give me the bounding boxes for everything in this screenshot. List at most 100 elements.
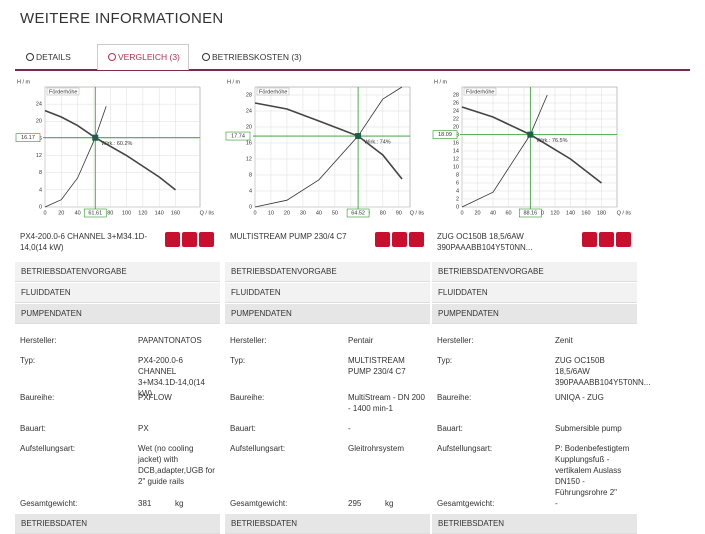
detail-value: - <box>348 424 351 433</box>
op-x-label: 64.52 <box>351 210 365 216</box>
y-tick-label: 2 <box>456 196 459 202</box>
y-tick-label: 10 <box>453 164 459 170</box>
tab-underline <box>15 69 690 71</box>
y-tick-label: 22 <box>453 116 459 122</box>
detail-label: Gesamtgewicht: <box>437 499 495 508</box>
action-icon[interactable] <box>409 232 424 247</box>
detail-value: MultiStream - DN 200 - 1400 min-1 <box>348 393 425 413</box>
detail-value: PX4-200.0-6 CHANNEL 3+M34.1D-14,0(14 kW) <box>138 356 205 398</box>
op-y-box <box>15 133 41 143</box>
detail-value: 295 <box>348 499 362 508</box>
action-icon[interactable] <box>199 232 214 247</box>
tab[interactable]: VERGLEICH (3) <box>108 52 180 62</box>
detail-value: UNIQA - ZUG <box>555 393 604 402</box>
y-tick-label: 26 <box>453 100 459 106</box>
action-icon[interactable] <box>599 232 614 247</box>
x-axis-label: Q / l/s <box>410 210 425 216</box>
x-tick-label: 20 <box>474 210 480 216</box>
chart-title: Förderhöhe <box>466 89 494 95</box>
detail-label: Hersteller: <box>20 336 57 345</box>
section-header[interactable]: BETRIEBSDATENVORGABE <box>15 262 220 282</box>
action-icon[interactable] <box>392 232 407 247</box>
pump-chart: 04812162024020406080100120140160H / mFör… <box>15 79 215 218</box>
tab[interactable]: DETAILS <box>26 52 71 62</box>
detail-label: Bauart: <box>20 424 46 433</box>
y-tick-label: 12 <box>36 153 42 159</box>
action-icon[interactable] <box>182 232 197 247</box>
detail-value: 381 <box>138 499 152 508</box>
action-icon[interactable] <box>582 232 597 247</box>
op-x-box <box>519 208 542 218</box>
op-x-label: 88.16 <box>523 210 537 216</box>
y-tick-label: 4 <box>249 188 252 194</box>
detail-value: Submersible pump <box>555 424 622 433</box>
y-tick-label: 12 <box>453 156 459 162</box>
x-tick-label: 60 <box>505 210 511 216</box>
op-x-label: 61.61 <box>88 210 102 216</box>
action-icon[interactable] <box>616 232 631 247</box>
x-tick-label: 20 <box>284 210 290 216</box>
detail-label: Baureihe: <box>437 393 472 402</box>
curve <box>254 86 403 208</box>
curve <box>254 102 403 180</box>
section-header[interactable]: FLUIDDATEN <box>15 283 220 303</box>
annotation: Wirk.: 74% <box>364 139 391 145</box>
detail-value: Zenit <box>555 336 573 345</box>
detail-label: Baureihe: <box>20 393 55 402</box>
y-tick-label: 24 <box>36 102 42 108</box>
x-tick-label: 0 <box>253 210 256 216</box>
section-header[interactable]: BETRIEBSDATEN <box>225 514 430 534</box>
section-header[interactable]: BETRIEBSDATENVORGABE <box>225 262 430 282</box>
detail-value: Pentair <box>348 336 374 345</box>
action-icon[interactable] <box>375 232 390 247</box>
detail-label: Gesamtgewicht: <box>20 499 78 508</box>
operating-point <box>355 133 362 140</box>
x-axis-label: Q / l/s <box>200 210 215 216</box>
curve <box>44 106 107 208</box>
y-tick-label: 8 <box>456 172 459 178</box>
product-name: PX4-200.0-6 CHANNEL 3+M34.1D-14,0(14 kW) <box>20 232 148 252</box>
x-axis-label: Q / l/s <box>617 210 632 216</box>
y-tick-label: 8 <box>39 170 42 176</box>
detail-value: PX <box>138 424 149 433</box>
op-y-box <box>432 130 458 139</box>
page-title: WEITERE INFORMATIONEN <box>20 10 224 27</box>
plot-frame <box>254 86 411 208</box>
section-header[interactable]: FLUIDDATEN <box>432 283 637 303</box>
detail-label: Bauart: <box>437 424 463 433</box>
tab-icon <box>108 53 116 61</box>
section-header[interactable]: FLUIDDATEN <box>225 283 430 303</box>
y-tick-label: 4 <box>39 187 42 193</box>
x-tick-label: 80 <box>107 210 113 216</box>
y-tick-label: 24 <box>246 108 252 114</box>
annotation: Wirk.: 76.5% <box>536 138 567 144</box>
y-tick-label: 0 <box>249 204 252 210</box>
x-tick-label: 120 <box>138 210 147 216</box>
op-y-label: 18.09 <box>438 132 452 138</box>
x-tick-label: 160 <box>581 210 590 216</box>
x-tick-label: 40 <box>490 210 496 216</box>
detail-value: PXFLOW <box>138 393 172 402</box>
section-header[interactable]: PUMPENDATEN <box>432 304 637 324</box>
y-tick-label: 28 <box>453 92 459 98</box>
operating-point <box>92 134 99 141</box>
x-tick-label: 40 <box>75 210 81 216</box>
detail-value: P: Bodenbefestigtem Kupplungsfuß - verti… <box>555 444 630 497</box>
section-header[interactable]: BETRIEBSDATEN <box>15 514 220 534</box>
x-tick-label: 40 <box>316 210 322 216</box>
y-tick-label: 24 <box>453 108 459 114</box>
action-icon[interactable] <box>165 232 180 247</box>
x-tick-label: 160 <box>171 210 180 216</box>
section-header[interactable]: BETRIEBSDATENVORGABE <box>432 262 637 282</box>
x-tick-label: 20 <box>58 210 64 216</box>
tab[interactable]: BETRIEBSKOSTEN (3) <box>202 52 302 62</box>
y-tick-label: 16 <box>246 140 252 146</box>
op-x-box <box>83 208 107 218</box>
x-tick-label: 50 <box>332 210 338 216</box>
section-header[interactable]: BETRIEBSDATEN <box>432 514 637 534</box>
section-header[interactable]: PUMPENDATEN <box>15 304 220 324</box>
op-y-label: 17.74 <box>231 133 245 139</box>
detail-label: Bauart: <box>230 424 256 433</box>
section-header[interactable]: PUMPENDATEN <box>225 304 430 324</box>
y-axis-label: H / m <box>17 79 31 85</box>
